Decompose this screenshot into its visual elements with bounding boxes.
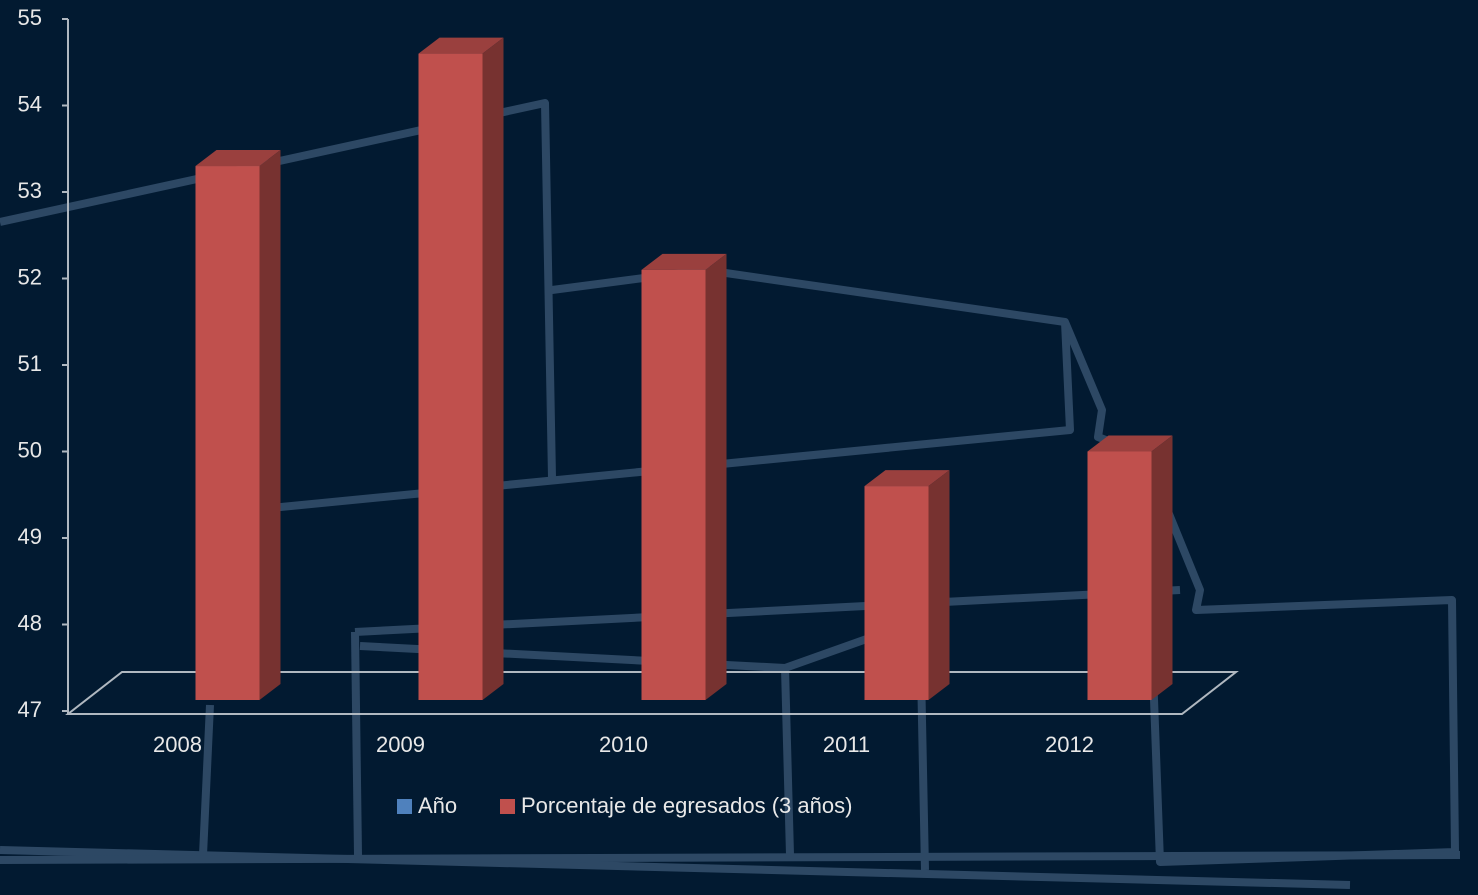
y-tick-label: 47 — [18, 697, 42, 722]
bar — [1087, 435, 1173, 700]
y-tick-label: 54 — [18, 91, 42, 116]
x-tick-label: 2012 — [1045, 732, 1094, 757]
bar-side — [1151, 435, 1173, 700]
y-tick-label: 48 — [18, 610, 42, 635]
legend-swatch — [500, 799, 515, 814]
plot-area: 47 48 49 50 51 52 53 54 55 2008 2009 2010 2011 2012 — [18, 5, 1239, 757]
bar-top — [1087, 435, 1173, 452]
bar-side — [259, 150, 281, 701]
x-tick-label: 2010 — [599, 732, 648, 757]
bar-top — [195, 150, 281, 167]
bar-side — [928, 470, 950, 700]
legend-label: Año — [418, 793, 457, 818]
bar-front — [864, 486, 929, 700]
x-tick-label: 2011 — [823, 732, 870, 757]
bar — [195, 150, 281, 701]
bar — [418, 37, 504, 701]
bar-side — [482, 37, 504, 701]
x-tick-label: 2009 — [376, 732, 425, 757]
floor — [65, 671, 1239, 715]
bar — [641, 253, 727, 700]
y-tick-label: 51 — [18, 351, 42, 376]
bar-front — [641, 269, 706, 700]
y-tick-label: 52 — [18, 264, 42, 289]
legend-label: Porcentaje de egresados (3 años) — [521, 793, 852, 818]
x-tick-label: 2008 — [153, 732, 202, 757]
bar-front — [1087, 451, 1152, 700]
bar-front — [195, 166, 260, 701]
legend: Año Porcentaje de egresados (3 años) — [397, 793, 852, 818]
y-tick-label: 55 — [18, 5, 42, 30]
y-tick-label: 50 — [18, 437, 42, 462]
bar — [864, 470, 950, 700]
bar-side — [705, 253, 727, 700]
bar-top — [641, 253, 727, 270]
y-tick-label: 53 — [18, 178, 42, 203]
y-tick-label: 49 — [18, 524, 42, 549]
bar-top — [418, 37, 504, 54]
bar-front — [418, 53, 483, 701]
legend-swatch — [397, 799, 412, 814]
bar-top — [864, 470, 950, 487]
